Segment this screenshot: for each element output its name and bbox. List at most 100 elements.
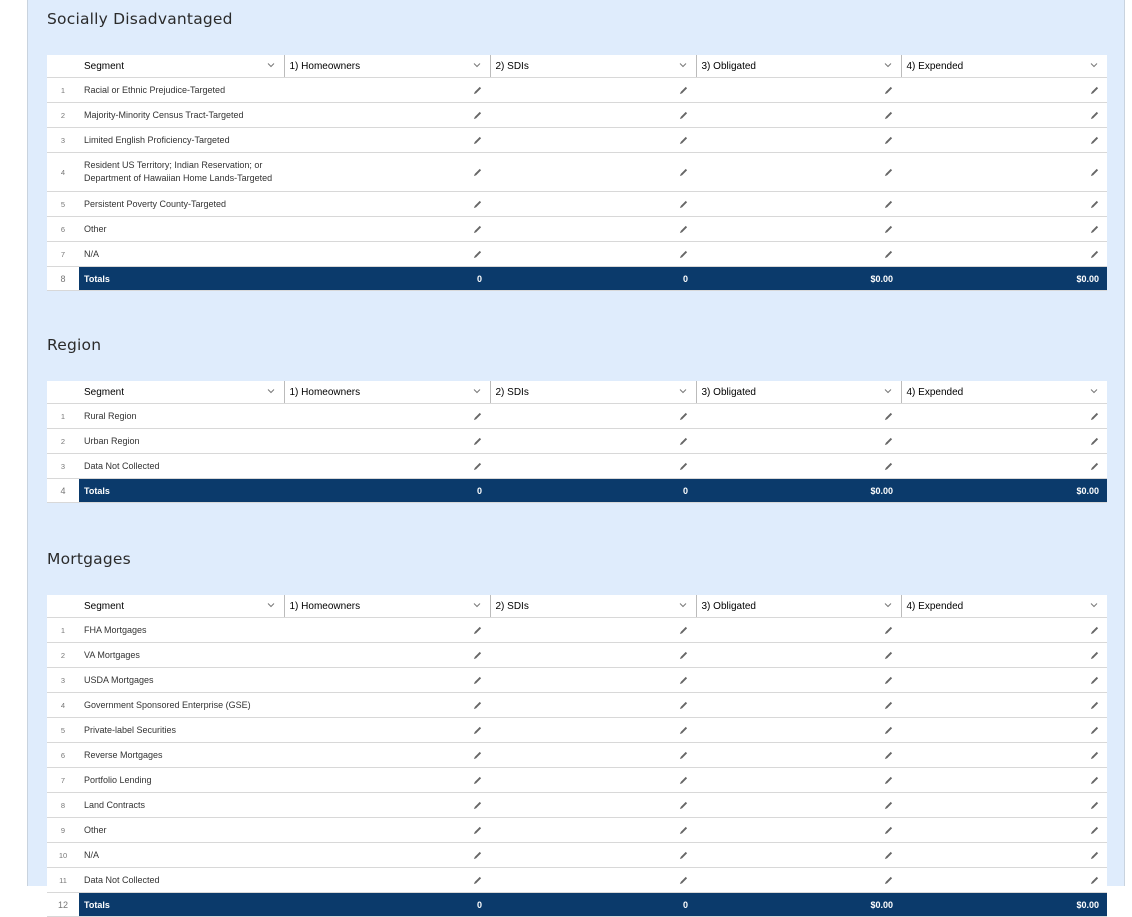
pencil-icon[interactable] xyxy=(1090,825,1099,835)
pencil-icon[interactable] xyxy=(679,700,688,710)
pencil-icon[interactable] xyxy=(884,199,893,209)
pencil-icon[interactable] xyxy=(473,875,482,885)
editable-cell[interactable] xyxy=(490,403,696,429)
column-header[interactable]: 3) Obligated xyxy=(695,381,901,404)
pencil-icon[interactable] xyxy=(473,85,482,95)
editable-cell[interactable] xyxy=(696,127,901,153)
chevron-down-icon[interactable] xyxy=(266,386,276,396)
editable-cell[interactable] xyxy=(490,453,696,479)
editable-cell[interactable] xyxy=(696,428,901,454)
pencil-icon[interactable] xyxy=(884,750,893,760)
column-header[interactable]: 4) Expended xyxy=(900,381,1107,404)
pencil-icon[interactable] xyxy=(473,411,482,421)
editable-cell[interactable] xyxy=(696,403,901,429)
pencil-icon[interactable] xyxy=(884,135,893,145)
pencil-icon[interactable] xyxy=(884,850,893,860)
pencil-icon[interactable] xyxy=(679,750,688,760)
chevron-down-icon[interactable] xyxy=(1089,386,1099,396)
pencil-icon[interactable] xyxy=(884,436,893,446)
pencil-icon[interactable] xyxy=(679,167,688,177)
pencil-icon[interactable] xyxy=(1090,725,1099,735)
pencil-icon[interactable] xyxy=(884,167,893,177)
pencil-icon[interactable] xyxy=(884,775,893,785)
pencil-icon[interactable] xyxy=(679,625,688,635)
pencil-icon[interactable] xyxy=(473,825,482,835)
pencil-icon[interactable] xyxy=(473,775,482,785)
editable-cell[interactable] xyxy=(284,617,490,643)
pencil-icon[interactable] xyxy=(884,875,893,885)
editable-cell[interactable] xyxy=(901,428,1107,454)
column-header[interactable]: 3) Obligated xyxy=(695,595,901,618)
pencil-icon[interactable] xyxy=(1090,800,1099,810)
pencil-icon[interactable] xyxy=(884,224,893,234)
pencil-icon[interactable] xyxy=(679,461,688,471)
editable-cell[interactable] xyxy=(696,191,901,217)
column-header[interactable]: 4) Expended xyxy=(900,595,1107,618)
chevron-down-icon[interactable] xyxy=(883,60,893,70)
editable-cell[interactable] xyxy=(490,692,696,718)
editable-cell[interactable] xyxy=(490,102,696,128)
pencil-icon[interactable] xyxy=(473,650,482,660)
editable-cell[interactable] xyxy=(284,152,490,192)
chevron-down-icon[interactable] xyxy=(678,386,688,396)
pencil-icon[interactable] xyxy=(679,850,688,860)
editable-cell[interactable] xyxy=(284,717,490,743)
pencil-icon[interactable] xyxy=(679,199,688,209)
editable-cell[interactable] xyxy=(490,667,696,693)
editable-cell[interactable] xyxy=(901,403,1107,429)
pencil-icon[interactable] xyxy=(884,675,893,685)
column-header[interactable]: 3) Obligated xyxy=(695,55,901,78)
column-header[interactable]: 4) Expended xyxy=(900,55,1107,78)
editable-cell[interactable] xyxy=(696,767,901,793)
editable-cell[interactable] xyxy=(284,842,490,868)
chevron-down-icon[interactable] xyxy=(678,600,688,610)
editable-cell[interactable] xyxy=(284,77,490,103)
pencil-icon[interactable] xyxy=(473,249,482,259)
pencil-icon[interactable] xyxy=(1090,110,1099,120)
editable-cell[interactable] xyxy=(696,717,901,743)
editable-cell[interactable] xyxy=(901,817,1107,843)
editable-cell[interactable] xyxy=(901,102,1107,128)
editable-cell[interactable] xyxy=(490,642,696,668)
pencil-icon[interactable] xyxy=(679,650,688,660)
editable-cell[interactable] xyxy=(284,191,490,217)
editable-cell[interactable] xyxy=(284,216,490,242)
pencil-icon[interactable] xyxy=(679,725,688,735)
editable-cell[interactable] xyxy=(284,792,490,818)
pencil-icon[interactable] xyxy=(473,224,482,234)
editable-cell[interactable] xyxy=(901,667,1107,693)
editable-cell[interactable] xyxy=(284,428,490,454)
pencil-icon[interactable] xyxy=(679,675,688,685)
pencil-icon[interactable] xyxy=(473,625,482,635)
editable-cell[interactable] xyxy=(490,842,696,868)
editable-cell[interactable] xyxy=(490,867,696,893)
pencil-icon[interactable] xyxy=(884,461,893,471)
chevron-down-icon[interactable] xyxy=(266,600,276,610)
pencil-icon[interactable] xyxy=(884,249,893,259)
pencil-icon[interactable] xyxy=(473,461,482,471)
editable-cell[interactable] xyxy=(901,453,1107,479)
editable-cell[interactable] xyxy=(901,77,1107,103)
editable-cell[interactable] xyxy=(696,867,901,893)
editable-cell[interactable] xyxy=(696,742,901,768)
pencil-icon[interactable] xyxy=(679,249,688,259)
column-header[interactable]: 2) SDIs xyxy=(489,55,696,78)
pencil-icon[interactable] xyxy=(679,85,688,95)
editable-cell[interactable] xyxy=(490,717,696,743)
editable-cell[interactable] xyxy=(901,717,1107,743)
editable-cell[interactable] xyxy=(696,216,901,242)
pencil-icon[interactable] xyxy=(884,650,893,660)
pencil-icon[interactable] xyxy=(473,800,482,810)
editable-cell[interactable] xyxy=(284,692,490,718)
pencil-icon[interactable] xyxy=(1090,249,1099,259)
pencil-icon[interactable] xyxy=(1090,411,1099,421)
pencil-icon[interactable] xyxy=(679,825,688,835)
pencil-icon[interactable] xyxy=(1090,135,1099,145)
editable-cell[interactable] xyxy=(901,642,1107,668)
editable-cell[interactable] xyxy=(284,667,490,693)
editable-cell[interactable] xyxy=(901,152,1107,192)
column-header[interactable]: 1) Homeowners xyxy=(283,595,490,618)
pencil-icon[interactable] xyxy=(1090,750,1099,760)
chevron-down-icon[interactable] xyxy=(1089,60,1099,70)
pencil-icon[interactable] xyxy=(1090,224,1099,234)
